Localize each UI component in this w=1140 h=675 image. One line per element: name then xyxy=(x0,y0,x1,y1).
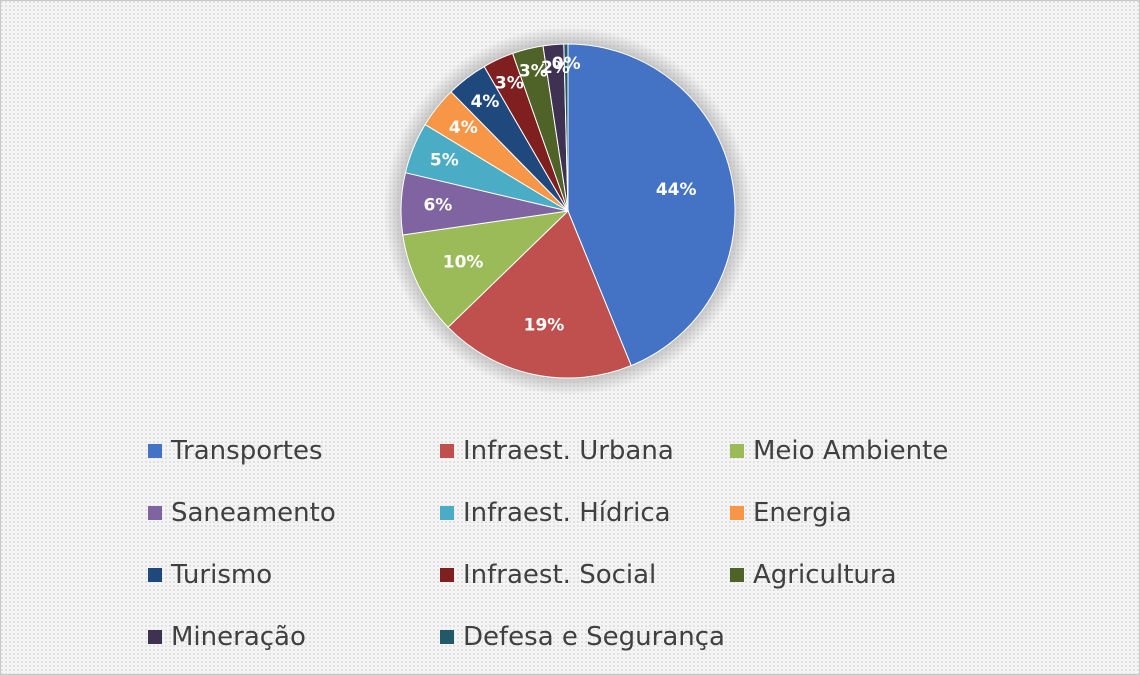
legend-item-transportes: Transportes xyxy=(148,420,440,482)
legend-item-agricultura: Agricultura xyxy=(730,544,970,606)
legend-item-energia: Energia xyxy=(730,482,970,544)
legend-label: Agricultura xyxy=(753,560,897,590)
legend-swatch xyxy=(730,568,744,582)
legend: Transportes Infraest. Urbana Meio Ambiente… xyxy=(148,420,970,668)
legend-item-infraest-hidrica: Infraest. Hídrica xyxy=(440,482,730,544)
legend-label: Mineração xyxy=(171,622,306,652)
data-label-infraest-urbana: 19% xyxy=(524,315,565,335)
data-label-agricultura: 3% xyxy=(519,62,548,82)
pie-slice-infraest-urbana xyxy=(447,210,632,379)
pie-slice-meio-ambiente xyxy=(402,210,570,328)
legend-item-infraest-urbana: Infraest. Urbana xyxy=(440,420,730,482)
legend-label: Saneamento xyxy=(171,498,336,528)
pie-slice-transportes xyxy=(567,43,736,367)
legend-swatch xyxy=(440,568,454,582)
pie-slice-defesa-e-seguranca xyxy=(563,43,569,212)
legend-label: Infraest. Urbana xyxy=(463,436,674,466)
data-label-transportes: 44% xyxy=(656,180,697,200)
legend-label: Infraest. Hídrica xyxy=(463,498,671,528)
legend-swatch xyxy=(730,506,744,520)
data-label-meio-ambiente: 10% xyxy=(443,253,484,273)
data-label-infraest-hidrica: 5% xyxy=(430,151,459,171)
legend-item-turismo: Turismo xyxy=(148,544,440,606)
legend-label: Meio Ambiente xyxy=(753,436,949,466)
data-label-defesa-e-seguranca: 0% xyxy=(552,54,581,74)
legend-label: Transportes xyxy=(171,436,323,466)
data-label-energia: 4% xyxy=(449,118,478,138)
legend-item-saneamento: Saneamento xyxy=(148,482,440,544)
legend-swatch xyxy=(148,630,162,644)
legend-swatch xyxy=(730,444,744,458)
legend-swatch xyxy=(440,630,454,644)
data-label-turismo: 4% xyxy=(471,92,500,112)
legend-item-mineracao: Mineração xyxy=(148,606,440,668)
legend-swatch xyxy=(148,568,162,582)
legend-item-defesa-e-seguranca: Defesa e Segurança xyxy=(440,606,730,668)
legend-label: Turismo xyxy=(171,560,273,590)
legend-swatch xyxy=(440,444,454,458)
data-label-infraest-social: 3% xyxy=(495,74,524,94)
data-label-mineracao: 2% xyxy=(541,58,570,78)
legend-label: Infraest. Social xyxy=(463,560,657,590)
legend-swatch xyxy=(440,506,454,520)
legend-label: Energia xyxy=(753,498,852,528)
legend-item-meio-ambiente: Meio Ambiente xyxy=(730,420,970,482)
data-label-saneamento: 6% xyxy=(423,195,452,215)
legend-item-infraest-social: Infraest. Social xyxy=(440,544,730,606)
legend-swatch xyxy=(148,444,162,458)
legend-label: Defesa e Segurança xyxy=(463,622,725,652)
legend-swatch xyxy=(148,506,162,520)
